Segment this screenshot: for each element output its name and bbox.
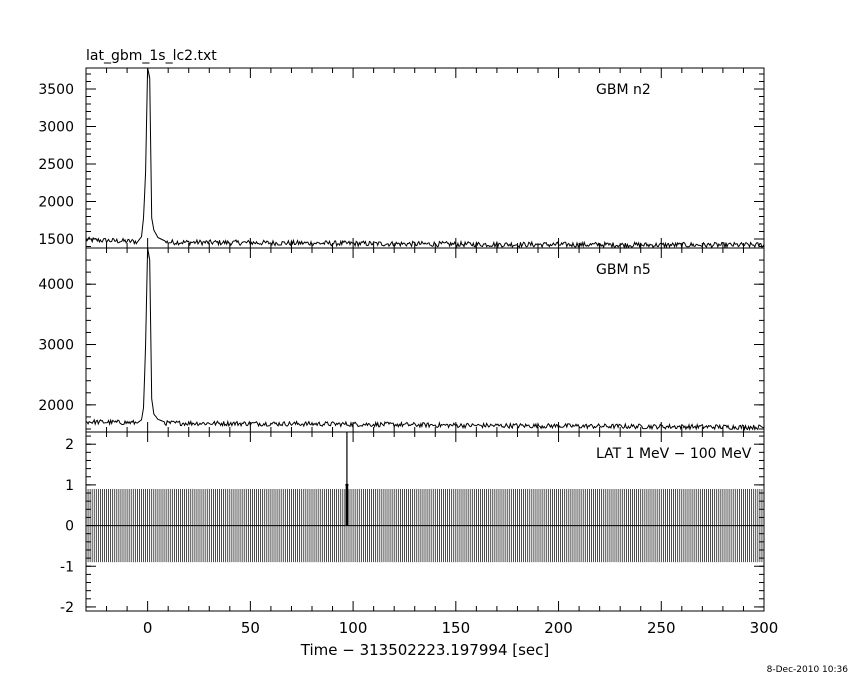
x-tick-label: 200	[544, 619, 573, 637]
series-label-2: GBM n5	[596, 262, 651, 278]
y-tick-label: 1	[65, 478, 74, 494]
y-tick-label: 2000	[38, 398, 74, 414]
series-line-2	[85, 247, 765, 432]
x-tick-label: 50	[241, 619, 260, 637]
x-tick-label: 300	[750, 619, 779, 637]
series-line-1	[85, 67, 765, 250]
x-axis-label: Time − 313502223.197994 [sec]	[300, 641, 550, 659]
y-tick-label: -1	[60, 559, 74, 575]
y-tick-label: 2	[65, 437, 74, 453]
y-tick-label: 2000	[38, 195, 74, 211]
panel-frame-1	[85, 67, 765, 249]
timestamp: 8-Dec-2010 10:36	[767, 665, 849, 675]
y-tick-label: 3500	[38, 82, 74, 98]
y-tick-label: 1500	[38, 232, 74, 248]
y-tick-label: -2	[60, 600, 74, 616]
plot-title: lat_gbm_1s_lc2.txt	[86, 48, 217, 64]
panel-frame-2	[85, 247, 765, 433]
series-label-3: LAT 1 MeV − 100 MeV	[596, 446, 752, 462]
y-tick-label: 3000	[38, 120, 74, 136]
y-tick-label: 0	[65, 519, 74, 535]
x-tick-label: 150	[441, 619, 470, 637]
x-tick-label: 0	[143, 619, 153, 637]
x-tick-label: 250	[647, 619, 676, 637]
y-tick-label: 2500	[38, 157, 74, 173]
y-tick-label: 3000	[38, 338, 74, 354]
y-tick-label: 4000	[38, 277, 74, 293]
series-label-1: GBM n2	[596, 82, 651, 98]
x-tick-label: 100	[339, 619, 368, 637]
